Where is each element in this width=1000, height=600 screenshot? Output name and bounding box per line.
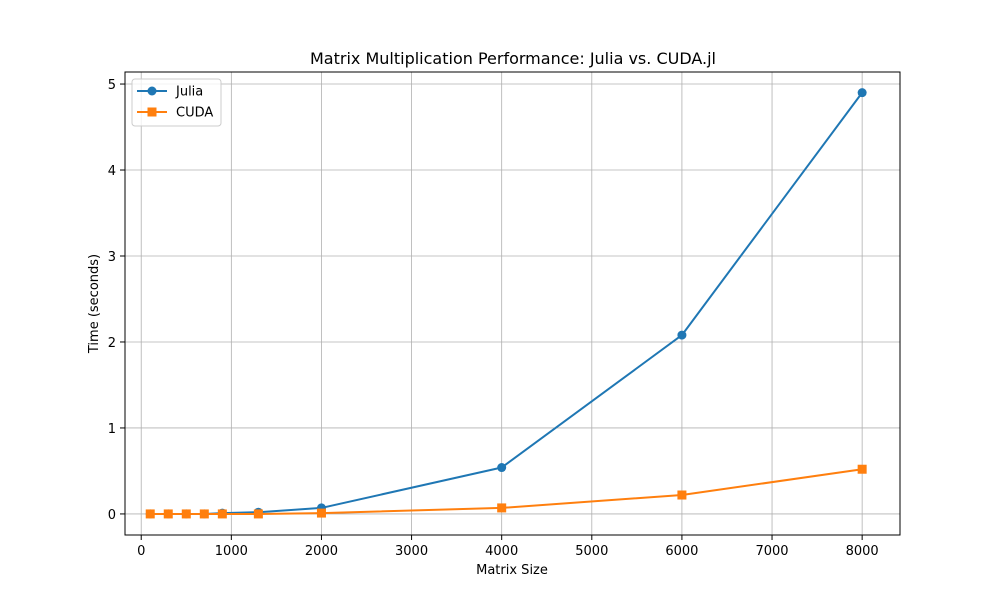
x-tick-label: 2000 xyxy=(305,544,338,559)
data-point-julia xyxy=(677,330,687,340)
x-tick-label: 4000 xyxy=(485,544,518,559)
y-axis-ticks: 0 1 2 3 4 5 xyxy=(108,78,125,523)
data-point-cuda xyxy=(857,464,867,474)
x-tick-label: 8000 xyxy=(846,544,879,559)
x-tick-label: 5000 xyxy=(575,544,608,559)
y-tick-label: 1 xyxy=(108,422,116,437)
data-point-cuda xyxy=(253,509,263,519)
y-tick-label: 3 xyxy=(108,250,116,265)
x-tick-label: 6000 xyxy=(665,544,698,559)
chart-title: Matrix Multiplication Performance: Julia… xyxy=(310,49,716,68)
legend-cuda-marker xyxy=(147,107,157,117)
data-point-cuda xyxy=(181,509,191,519)
plot-area xyxy=(124,71,901,536)
y-tick-label: 4 xyxy=(108,164,116,179)
x-tick-label: 1000 xyxy=(215,544,248,559)
x-tick-label: 0 xyxy=(137,544,145,559)
x-axis-label: Matrix Size xyxy=(476,563,548,578)
data-point-cuda xyxy=(316,508,326,518)
data-point-cuda xyxy=(199,509,209,519)
plot-background xyxy=(125,72,900,535)
legend-julia-label: Julia xyxy=(175,85,203,100)
data-point-cuda xyxy=(145,509,155,519)
legend-cuda-label: CUDA xyxy=(176,106,213,121)
plot-frame xyxy=(124,71,901,536)
data-point-cuda xyxy=(497,503,507,513)
x-axis-ticks: 0 1000 2000 3000 4000 5000 6000 7000 8000 xyxy=(137,535,879,559)
y-tick-label: 5 xyxy=(108,78,116,93)
y-axis-label: Time (seconds) xyxy=(87,254,102,354)
legend: Julia CUDA xyxy=(131,78,222,127)
data-point-cuda xyxy=(677,490,687,500)
legend-julia-marker xyxy=(147,86,157,96)
grid-lines xyxy=(125,72,900,535)
x-tick-label: 7000 xyxy=(755,544,788,559)
data-point-cuda xyxy=(163,509,173,519)
data-point-julia xyxy=(857,88,867,98)
series-line-cuda xyxy=(150,468,863,515)
x-tick-label: 3000 xyxy=(395,544,428,559)
y-tick-label: 0 xyxy=(108,508,116,523)
data-point-julia xyxy=(497,463,507,473)
series-layer xyxy=(145,88,867,519)
y-tick-label: 2 xyxy=(108,336,116,351)
data-point-cuda xyxy=(217,509,227,519)
